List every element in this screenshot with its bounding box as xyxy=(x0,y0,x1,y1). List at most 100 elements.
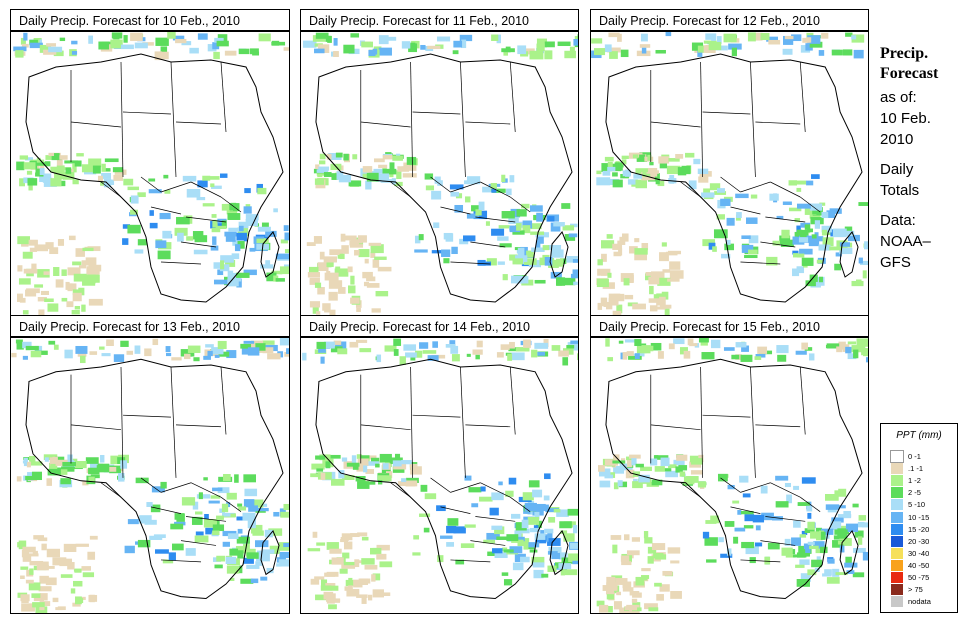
precip-cell xyxy=(564,569,578,576)
precip-cell xyxy=(207,44,217,52)
precip-cell xyxy=(498,481,503,486)
country-border xyxy=(175,121,222,125)
precip-cell xyxy=(89,535,98,540)
precip-cell xyxy=(171,357,182,361)
precip-cell xyxy=(367,461,380,466)
precip-cell xyxy=(46,43,57,47)
precip-cell xyxy=(537,236,544,244)
precip-cell xyxy=(511,513,521,519)
precip-cell xyxy=(155,37,169,46)
precip-cell xyxy=(20,594,30,602)
side-info: Precip. Forecast as of: 10 Feb. 2010 Dai… xyxy=(880,44,964,273)
precip-cell xyxy=(640,33,648,42)
precip-cell xyxy=(596,177,611,186)
country-border xyxy=(180,540,217,546)
precip-cell xyxy=(655,49,666,54)
precip-cell xyxy=(608,32,620,38)
precip-cell xyxy=(382,168,397,175)
precip-cell xyxy=(168,552,176,561)
precip-cell xyxy=(314,282,322,288)
precip-cell xyxy=(361,558,375,565)
legend-label: 10 -15 xyxy=(908,512,930,522)
precip-cell xyxy=(550,271,562,279)
precip-cell xyxy=(217,269,224,276)
precip-cell xyxy=(810,531,820,539)
precip-cell xyxy=(534,533,546,540)
precip-cell xyxy=(320,585,332,591)
precip-cell xyxy=(821,211,829,219)
precip-map xyxy=(300,31,579,318)
precip-cell xyxy=(43,49,57,55)
precip-cell xyxy=(747,32,756,42)
precip-cell xyxy=(341,245,349,254)
country-border xyxy=(770,482,801,498)
data-line-3: GFS xyxy=(880,254,911,271)
precip-cell xyxy=(194,235,208,243)
precip-cell xyxy=(322,303,331,311)
precip-cell xyxy=(572,259,578,263)
precip-cell xyxy=(254,540,269,548)
precip-cell xyxy=(118,473,125,482)
precip-cell xyxy=(607,166,616,172)
precip-cell xyxy=(340,536,349,541)
precip-cell xyxy=(329,249,342,256)
precip-cell xyxy=(597,259,603,266)
precip-cell xyxy=(203,477,208,481)
precip-cell xyxy=(667,278,680,282)
precip-cell xyxy=(735,342,747,348)
precip-cell xyxy=(558,563,572,570)
precip-cell xyxy=(211,347,224,355)
precip-cell xyxy=(709,183,721,191)
precip-cell xyxy=(645,271,655,276)
precip-cell xyxy=(501,48,515,53)
precip-cell xyxy=(88,467,100,475)
precip-cell xyxy=(721,253,731,259)
precip-cell xyxy=(26,461,31,468)
precip-cell xyxy=(47,468,61,476)
precip-cell xyxy=(508,347,520,352)
precip-cell xyxy=(340,233,346,242)
country-border xyxy=(150,506,182,514)
precip-cell xyxy=(177,232,184,242)
precip-cell xyxy=(39,575,49,584)
precip-cell xyxy=(330,346,343,353)
precip-cell xyxy=(862,270,867,279)
precip-cell xyxy=(243,557,254,564)
precip-cell xyxy=(78,287,85,296)
precip-cell xyxy=(861,522,868,528)
precip-cell xyxy=(214,37,224,43)
precip-cell xyxy=(858,202,868,206)
precip-cell xyxy=(516,536,525,542)
precip-cell xyxy=(653,294,660,300)
precip-cell xyxy=(437,555,444,563)
precip-cell xyxy=(443,232,453,240)
precip-cell xyxy=(636,157,648,162)
precip-cell xyxy=(28,455,36,462)
precip-cell xyxy=(366,283,380,288)
precip-cell xyxy=(320,579,328,587)
precip-cell xyxy=(213,279,228,285)
precip-cell xyxy=(342,552,350,559)
precip-cell xyxy=(544,473,551,480)
precip-cell xyxy=(716,36,722,45)
precip-cell xyxy=(796,225,801,234)
precip-cell xyxy=(608,298,619,306)
precip-cell xyxy=(634,353,640,359)
precip-cell xyxy=(845,556,852,565)
precip-cell xyxy=(149,222,158,229)
precip-cell xyxy=(154,549,169,554)
precip-cell xyxy=(249,48,259,55)
precip-cell xyxy=(382,463,389,470)
precip-cell xyxy=(48,46,63,53)
precip-cell xyxy=(572,269,578,276)
precip-cell xyxy=(250,578,259,584)
country-border xyxy=(70,424,122,431)
precip-cell xyxy=(522,225,531,234)
precip-cell xyxy=(491,228,505,236)
precip-cell xyxy=(537,351,546,356)
precip-cell xyxy=(148,189,162,194)
precip-cell xyxy=(159,212,171,220)
precip-cell xyxy=(621,233,629,242)
precip-cell xyxy=(375,290,389,297)
precip-cell xyxy=(564,234,576,241)
